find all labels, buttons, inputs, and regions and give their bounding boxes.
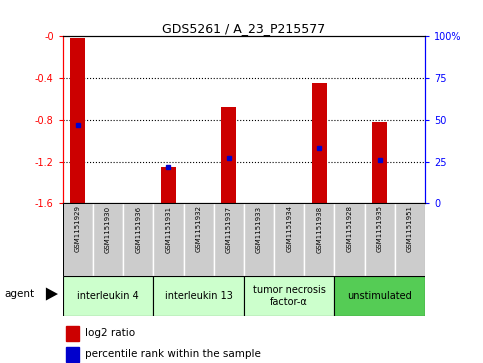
Text: tumor necrosis
factor-α: tumor necrosis factor-α [253,285,326,307]
Bar [63,276,154,316]
Bar [154,203,184,276]
Text: GSM1151938: GSM1151938 [316,205,322,253]
Bar [63,203,93,276]
Bar [244,276,334,316]
Text: GSM1151930: GSM1151930 [105,205,111,253]
Bar [161,167,176,203]
Text: GSM1151931: GSM1151931 [166,205,171,253]
Text: GSM1151928: GSM1151928 [347,205,353,252]
Bar [67,347,79,362]
Bar [123,203,154,276]
Bar [93,203,123,276]
Text: GSM1151932: GSM1151932 [196,205,201,252]
Bar [213,203,244,276]
Text: interleukin 4: interleukin 4 [77,291,139,301]
Text: GSM1151937: GSM1151937 [226,205,232,253]
Bar [365,203,395,276]
Text: unstimulated: unstimulated [347,291,412,301]
Bar [304,203,334,276]
Bar [372,122,387,203]
Title: GDS5261 / A_23_P215577: GDS5261 / A_23_P215577 [162,22,326,35]
Bar [71,38,85,203]
Bar [312,83,327,203]
Text: GSM1151934: GSM1151934 [286,205,292,252]
Bar [274,203,304,276]
Bar [184,203,213,276]
Text: GSM1151951: GSM1151951 [407,205,413,252]
Text: GSM1151935: GSM1151935 [377,205,383,252]
Text: agent: agent [5,289,35,299]
Bar [395,203,425,276]
Bar [67,326,79,340]
Bar [154,276,244,316]
Text: log2 ratio: log2 ratio [85,328,135,338]
Text: GSM1151929: GSM1151929 [75,205,81,252]
Text: percentile rank within the sample: percentile rank within the sample [85,349,260,359]
Bar [334,203,365,276]
Bar [334,276,425,316]
Bar [221,107,236,203]
Text: GSM1151933: GSM1151933 [256,205,262,253]
Text: interleukin 13: interleukin 13 [165,291,233,301]
Bar [244,203,274,276]
Text: GSM1151936: GSM1151936 [135,205,141,253]
